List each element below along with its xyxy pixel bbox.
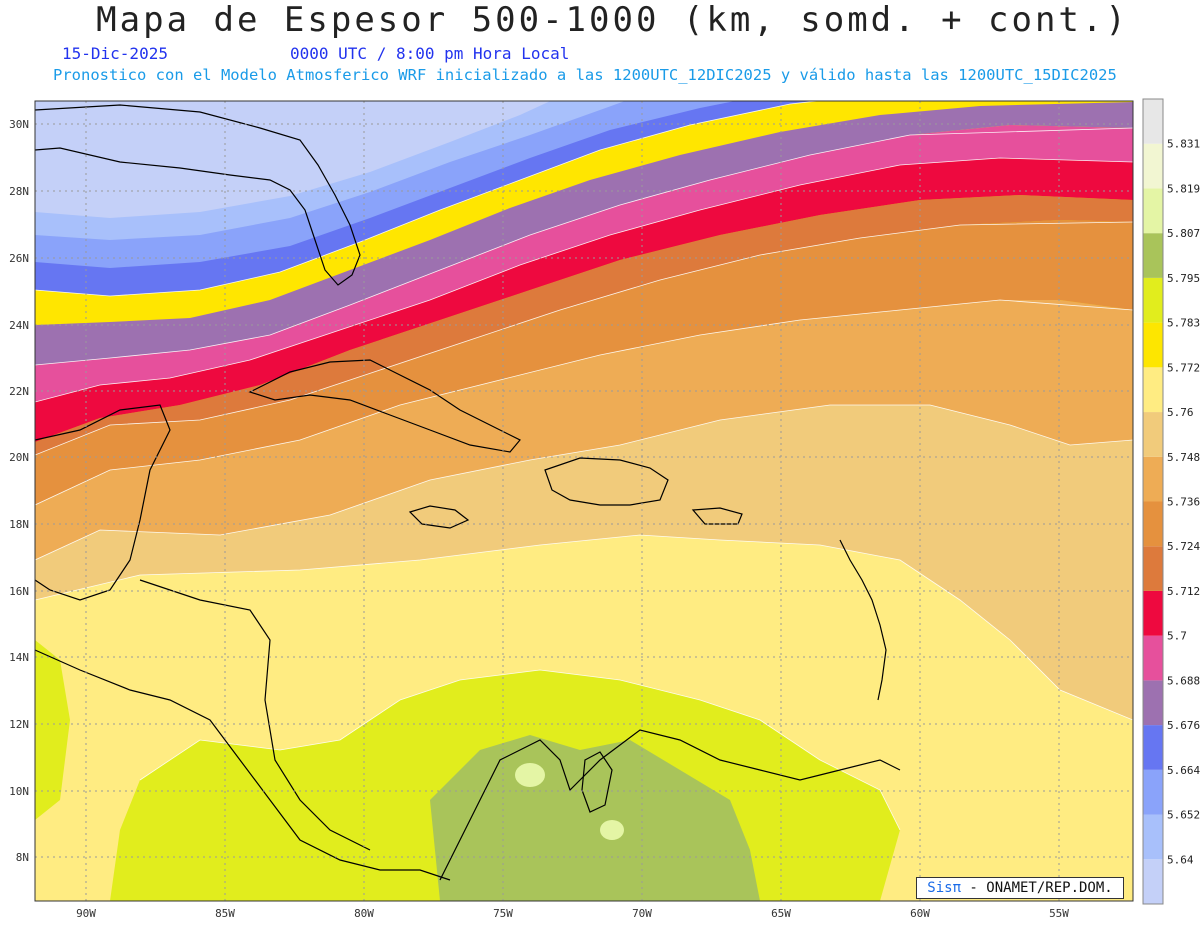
legend-swatch — [1143, 501, 1163, 547]
legend-label: 5.7 — [1167, 630, 1187, 643]
lat-label: 10N — [9, 785, 29, 798]
legend-label: 5.724 — [1167, 540, 1200, 553]
legend-swatch — [1143, 590, 1163, 636]
credit-label: - ONAMET/REP.DOM. — [961, 880, 1113, 896]
legend-swatch — [1143, 814, 1163, 860]
lon-label: 55W — [1049, 907, 1069, 920]
legend-label: 5.783 — [1167, 317, 1200, 330]
lat-label: 14N — [9, 651, 29, 664]
legend-swatch — [1143, 277, 1163, 323]
legend-label: 5.819 — [1167, 182, 1200, 195]
legend-swatch — [1143, 322, 1163, 368]
legend-label: 5.64 — [1167, 853, 1194, 866]
legend-swatch — [1143, 680, 1163, 726]
coastlines — [35, 104, 901, 881]
band-5736-5748 — [35, 300, 1133, 560]
band-5795-5807-b — [430, 735, 760, 901]
legend-swatch — [1143, 99, 1163, 144]
lon-label: 60W — [910, 907, 930, 920]
legend-label: 5.664 — [1167, 764, 1200, 777]
legend-label: 5.76 — [1167, 406, 1194, 419]
lat-axis: 30N 28N 26N 24N 22N 20N 18N 16N 14N 12N … — [9, 118, 29, 864]
lat-label: 16N — [9, 585, 29, 598]
map-frame — [34, 100, 1134, 902]
band-5783-5795-w — [35, 640, 70, 820]
band-5676-5688 — [35, 102, 1133, 365]
band-5807-5819 — [515, 763, 545, 787]
band-5700-5712 — [35, 158, 1133, 442]
gridlines — [35, 101, 1133, 901]
legend-label: 5.772 — [1167, 361, 1200, 374]
legend-label: 5.688 — [1167, 674, 1200, 687]
lon-axis: 90W 85W 80W 75W 70W 65W 60W 55W — [76, 907, 1069, 920]
south-america-coast — [439, 729, 901, 881]
contour-lines — [35, 101, 1133, 831]
forecast-date: 15-Dic-2025 — [62, 44, 168, 63]
lon-label: 70W — [632, 907, 652, 920]
legend-swatch — [1143, 859, 1163, 904]
legend-label: 5.676 — [1167, 719, 1200, 732]
lat-label: 18N — [9, 518, 29, 531]
legend-swatch — [1143, 769, 1163, 815]
lat-label: 22N — [9, 385, 29, 398]
legend-swatch — [1143, 635, 1163, 681]
lat-label: 26N — [9, 252, 29, 265]
central-america-coast — [35, 579, 451, 881]
lon-label: 65W — [771, 907, 791, 920]
legend-label: 5.736 — [1167, 496, 1200, 509]
legend-swatch — [1143, 725, 1163, 770]
lake-maracaibo — [581, 751, 613, 813]
lon-label: 75W — [493, 907, 513, 920]
legend-swatch — [1143, 412, 1163, 457]
lat-label: 28N — [9, 185, 29, 198]
valid-time: 0000 UTC / 8:00 pm Hora Local — [290, 44, 570, 63]
legend-label: 5.652 — [1167, 809, 1200, 822]
band-5712-5724 — [35, 195, 1133, 455]
band-5807-5819-b — [600, 820, 624, 840]
legend-label: 5.831 — [1167, 138, 1200, 151]
legend-label: 5.795 — [1167, 272, 1200, 285]
brand-label: Sisπ — [927, 880, 961, 896]
legend-frame — [1142, 98, 1164, 905]
legend-swatch — [1143, 546, 1163, 591]
lat-label: 30N — [9, 118, 29, 131]
legend-swatch — [1143, 143, 1163, 189]
cuba-coast — [248, 359, 521, 453]
model-info: Pronostico con el Modelo Atmosferico WRF… — [53, 66, 1117, 84]
lat-label: 12N — [9, 718, 29, 731]
legend-label: 5.712 — [1167, 585, 1200, 598]
lat-label: 20N — [9, 451, 29, 464]
band-5688-5700 — [35, 125, 1133, 402]
hispaniola-coast — [544, 457, 669, 506]
antilles-arc — [839, 539, 887, 701]
lon-label: 90W — [76, 907, 96, 920]
band-lt-5640 — [35, 101, 551, 218]
legend-swatch — [1143, 456, 1163, 502]
legend-swatch — [1143, 188, 1163, 234]
color-legend: 5.64 5.652 5.664 5.676 5.688 5.7 5.712 5.724 5.7… — [1142, 98, 1200, 905]
map-title: Mapa de Espesor 500-1000 (km, somd. + co… — [96, 0, 1129, 40]
lon-label: 85W — [215, 907, 235, 920]
yucatan-coast — [35, 404, 171, 601]
map-area — [35, 101, 1133, 901]
legend-label: 5.807 — [1167, 227, 1200, 240]
band-5724-5736 — [35, 220, 1133, 505]
credit-box: Sisπ - ONAMET/REP.DOM. — [916, 877, 1124, 899]
florida-coast — [35, 104, 361, 286]
lat-label: 24N — [9, 319, 29, 332]
puerto-rico-coast — [691, 507, 743, 525]
jamaica-coast — [408, 505, 470, 529]
legend-label: 5.748 — [1167, 451, 1200, 464]
lon-label: 80W — [354, 907, 374, 920]
legend-swatch — [1143, 367, 1163, 413]
band-5748-5760 — [35, 405, 1133, 720]
legend-swatch — [1143, 233, 1163, 278]
lat-label: 8N — [16, 851, 29, 864]
